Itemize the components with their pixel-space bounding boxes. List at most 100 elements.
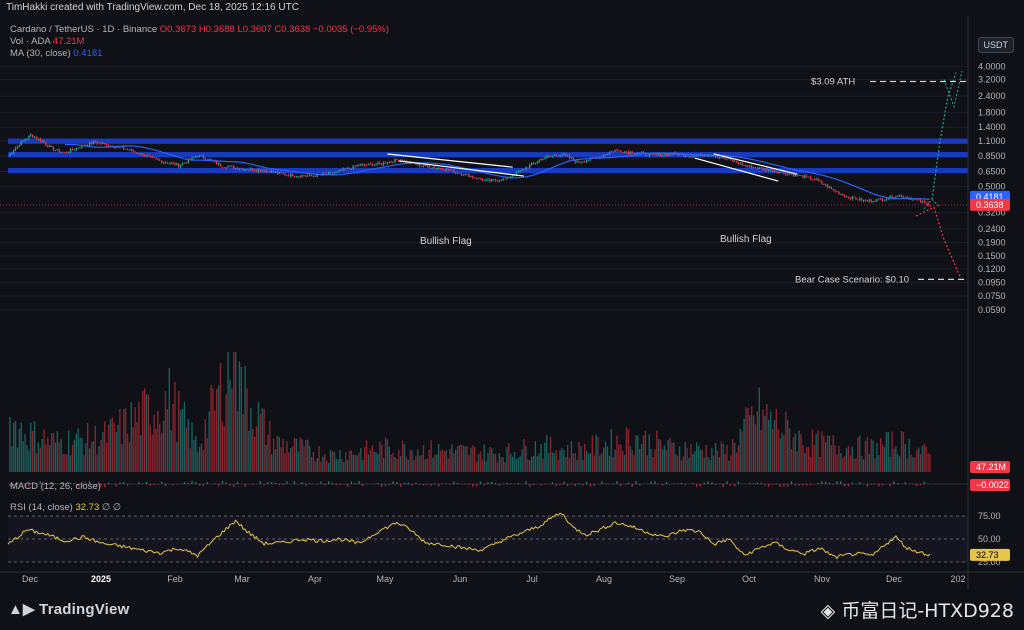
tradingview-logo[interactable]: ▲▶ TradingView xyxy=(8,600,129,618)
candle-body-344 xyxy=(659,153,662,157)
volume-bar-289 xyxy=(555,450,557,472)
macd-bar-469 xyxy=(897,483,899,484)
candle-body-383 xyxy=(733,161,736,162)
volume-bar-432 xyxy=(826,435,829,472)
candle-body-43 xyxy=(88,142,91,146)
volume-bar-107 xyxy=(210,385,212,472)
macd-bar-151 xyxy=(293,481,296,484)
volume-bar-140 xyxy=(272,438,275,472)
volume-bar-387 xyxy=(741,431,743,472)
candle-body-316 xyxy=(606,154,609,155)
candle-body-369 xyxy=(707,155,709,157)
candle-body-331 xyxy=(635,153,637,155)
time-tick-3: Mar xyxy=(234,574,250,584)
candle-body-277 xyxy=(532,163,535,164)
candle-body-324 xyxy=(622,152,624,153)
currency-button[interactable]: USDT xyxy=(977,37,1014,53)
candle-body-94 xyxy=(185,162,187,164)
volume-bar-184 xyxy=(356,455,358,472)
volume-bar-235 xyxy=(453,453,455,472)
candle-body-31 xyxy=(66,152,68,153)
volume-bar-217 xyxy=(419,455,421,472)
macd-bar-205 xyxy=(396,482,398,484)
volume-bar-272 xyxy=(523,439,525,472)
candle-body-469 xyxy=(897,195,899,197)
candle-body-46 xyxy=(94,141,96,143)
volume-bar-87 xyxy=(172,403,174,472)
volume-bar-354 xyxy=(678,446,681,472)
volume-bar-111 xyxy=(217,385,220,472)
candle-body-101 xyxy=(198,155,201,157)
bear-label: Bear Case Scenario: $0.10 xyxy=(795,274,909,285)
price-axis-bg xyxy=(968,16,1024,590)
volume-bar-11 xyxy=(28,450,30,472)
macd-bar-323 xyxy=(620,484,622,486)
price-tick-12: 0.1500 xyxy=(978,251,1006,261)
candle-body-424 xyxy=(811,179,814,181)
volume-bar-469 xyxy=(897,454,899,472)
candle-body-291 xyxy=(559,155,561,157)
volume-bar-162 xyxy=(314,461,316,472)
volume-bar-234 xyxy=(451,444,453,472)
macd-bar-393 xyxy=(752,482,755,484)
volume-bar-97 xyxy=(191,422,193,472)
volume-bar-267 xyxy=(513,451,516,472)
candle-body-371 xyxy=(711,155,713,157)
volume-bar-303 xyxy=(582,459,584,472)
watermark-icon: ◈ xyxy=(820,600,836,622)
volume-bar-391 xyxy=(749,415,751,472)
candle-body-71 xyxy=(142,153,144,156)
chart-area[interactable]: Bullish Flag Bullish Flag $3.09 ATH Bear Ca… xyxy=(0,16,1024,590)
time-tick-9: Sep xyxy=(669,574,685,584)
macd-bar-437 xyxy=(836,481,838,484)
volume-bar-309 xyxy=(593,455,595,472)
volume-bar-455 xyxy=(870,438,872,472)
volume-bar-402 xyxy=(769,411,772,472)
macd-bar-407 xyxy=(779,484,781,487)
candle-body-303 xyxy=(582,161,584,163)
volume-bar-251 xyxy=(483,444,485,472)
volume-bar-76 xyxy=(151,434,153,472)
candle-body-77 xyxy=(153,156,155,158)
candle-body-294 xyxy=(565,153,567,156)
volume-bar-400 xyxy=(766,403,768,472)
volume-bar-477 xyxy=(912,457,914,472)
price-chart[interactable]: Bullish Flag Bullish Flag $3.09 ATH Bear Ca… xyxy=(0,16,1024,590)
time-tick-6: Jun xyxy=(453,574,468,584)
macd-bar-461 xyxy=(881,484,884,486)
volume-bar-242 xyxy=(466,446,468,472)
volume-bar-406 xyxy=(777,429,779,472)
time-tick-0: Dec xyxy=(22,574,39,584)
candle-body-6 xyxy=(18,145,21,146)
candle-body-62 xyxy=(124,149,127,150)
macd-bar-453 xyxy=(866,484,869,487)
macd-bar-241 xyxy=(464,483,466,484)
macd-tag: −0.0022 xyxy=(976,480,1009,490)
volume-bar-295 xyxy=(566,444,569,472)
macd-bar-365 xyxy=(699,484,702,487)
volume-bar-98 xyxy=(193,440,195,472)
macd-bar-209 xyxy=(403,482,406,484)
volume-bar-269 xyxy=(517,457,519,472)
candle-body-385 xyxy=(737,162,740,164)
macd-bar-361 xyxy=(692,483,694,484)
candle-body-246 xyxy=(474,177,476,179)
macd-bar-23 xyxy=(50,482,53,484)
candle-body-484 xyxy=(925,202,927,204)
volume-bar-312 xyxy=(599,455,601,472)
volume-bar-209 xyxy=(403,444,406,472)
candle-body-234 xyxy=(451,169,453,171)
macd-bar-9 xyxy=(24,484,26,487)
volume-bar-365 xyxy=(699,450,702,472)
candle-body-359 xyxy=(688,155,690,157)
volume-bar-360 xyxy=(690,444,692,472)
macd-bar-195 xyxy=(377,483,379,484)
volume-bar-41 xyxy=(85,442,87,472)
volume-bar-147 xyxy=(286,441,288,472)
volume-bar-398 xyxy=(762,409,764,472)
volume-bar-359 xyxy=(688,457,690,472)
candle-body-480 xyxy=(917,199,920,201)
volume-bar-70 xyxy=(140,435,142,472)
volume-bar-425 xyxy=(813,445,815,472)
macd-bar-49 xyxy=(100,484,102,487)
